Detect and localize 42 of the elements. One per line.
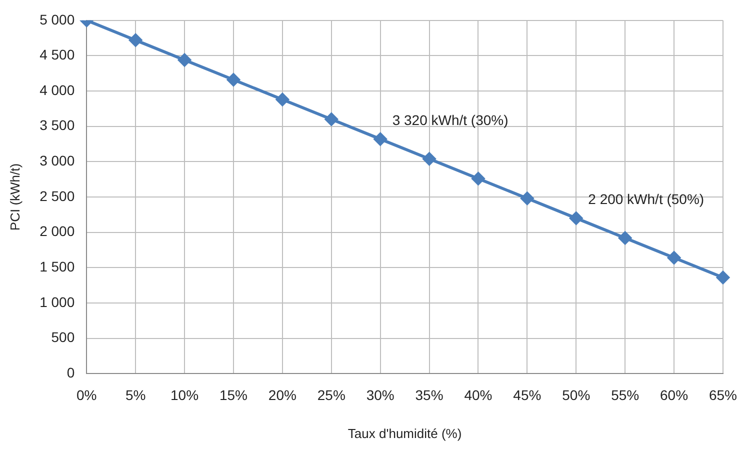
point [374, 132, 387, 146]
point [178, 53, 192, 66]
y-tick-label: 2 000 [40, 223, 75, 240]
y-tick-label: 2 500 [40, 188, 75, 204]
x-tick-label: 5% [125, 386, 146, 403]
point [129, 34, 142, 47]
x-tick-label: 15% [219, 386, 248, 403]
x-tick-label: 0% [76, 386, 97, 403]
x-tick-label: 40% [464, 386, 492, 403]
annotation: 3 320 kWh/t (30%) [392, 112, 508, 128]
x-tick-label: 55% [611, 386, 640, 403]
point [618, 231, 632, 244]
point [226, 73, 240, 86]
y-axis-title: PCI (kWh/t) [7, 163, 22, 231]
annotation: 2 200 kWh/t (50%) [588, 191, 704, 208]
point [570, 212, 583, 225]
y-tick-label: 5 000 [40, 11, 75, 28]
y-tick-label: 0 [66, 364, 75, 380]
y-tick-label: 1 500 [40, 258, 75, 274]
y-tick-label: 3 000 [40, 152, 75, 169]
x-tick-label: 35% [415, 386, 444, 403]
x-tick-label: 10% [170, 386, 199, 403]
y-tick-label: 1 000 [40, 294, 75, 310]
point [324, 112, 338, 126]
y-tick-label: 4 500 [40, 46, 75, 63]
y-tick-label: 500 [51, 329, 75, 346]
x-tick-label: 50% [562, 386, 590, 403]
x-tick-label: 30% [366, 386, 394, 403]
point [668, 251, 681, 264]
y-tick-label: 4 000 [40, 82, 75, 98]
point [422, 152, 436, 166]
point [520, 192, 534, 205]
x-tick-label: 20% [268, 386, 296, 403]
x-tick-label: 25% [317, 386, 346, 403]
point [472, 172, 485, 186]
x-tick-label: 65% [708, 386, 738, 403]
x-tick-label: 60% [660, 386, 688, 403]
x-axis-title: Taux d'humidité (%) [348, 426, 462, 441]
x-tick-label: 45% [513, 386, 542, 403]
point [276, 93, 289, 106]
point [716, 271, 730, 284]
y-tick-label: 3 500 [40, 117, 75, 134]
